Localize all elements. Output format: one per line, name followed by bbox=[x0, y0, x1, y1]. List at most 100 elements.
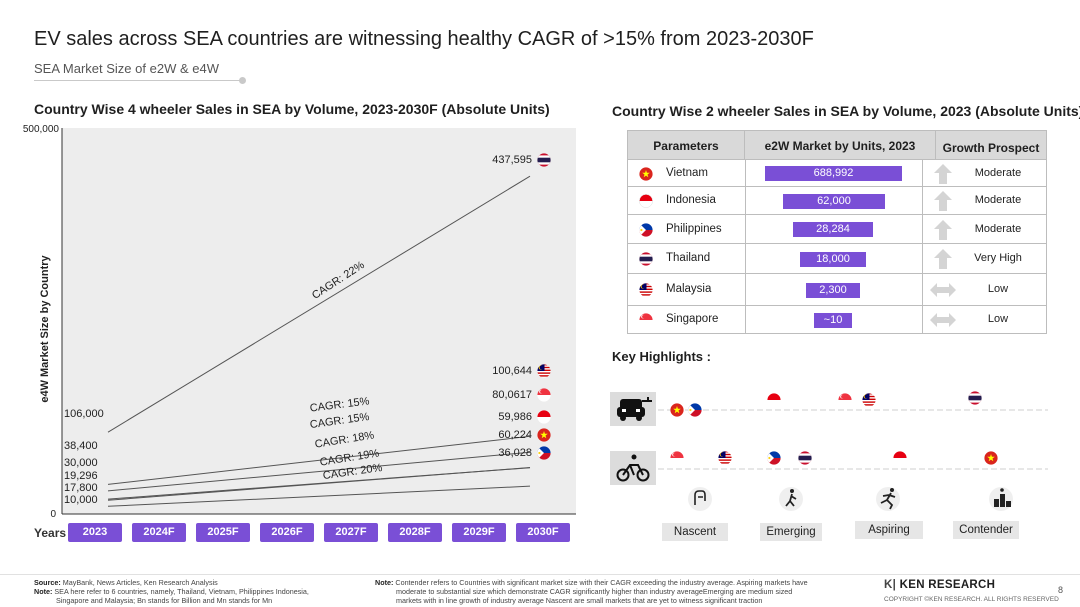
flag-indonesia-icon bbox=[639, 194, 653, 213]
bike-flag-thailand bbox=[798, 451, 812, 465]
table-row-indonesia: Indonesia 62,000 Moderate bbox=[627, 187, 1047, 215]
right-table-title: Country Wise 2 wheeler Sales in SEA by V… bbox=[612, 103, 1080, 119]
ken-research-logo: K| KEN RESEARCH bbox=[884, 579, 995, 591]
note1-label: Note: bbox=[34, 587, 53, 596]
e2w-table: Parameters e2W Market by Units, 2023 Gro… bbox=[627, 130, 1047, 334]
bike-flag-malaysia bbox=[718, 451, 732, 465]
x-tick-2025f: 2025F bbox=[196, 523, 250, 542]
market-value-bar: ~10 bbox=[814, 312, 852, 328]
note2-label: Note: bbox=[375, 578, 394, 587]
column-divider bbox=[745, 187, 746, 215]
subtitle-divider-dot bbox=[239, 77, 246, 84]
country-name: Malaysia bbox=[666, 283, 712, 295]
growth-prospect: Moderate bbox=[974, 166, 1022, 179]
left-chart-title: Country Wise 4 wheeler Sales in SEA by V… bbox=[34, 101, 550, 117]
x-tick-2029f: 2029F bbox=[452, 523, 506, 542]
source-label: Source: bbox=[34, 578, 61, 587]
tier-contender: Contender bbox=[953, 521, 1019, 539]
ev-car-icon bbox=[610, 392, 656, 426]
note2-line3: markets with in line growth of industry … bbox=[396, 596, 763, 605]
country-name: Singapore bbox=[666, 313, 719, 325]
x-tick-2026f: 2026F bbox=[260, 523, 314, 542]
column-divider bbox=[745, 274, 746, 306]
table-header-growth: Growth Prospect bbox=[935, 130, 1047, 160]
start-label-singapore: 30,000 bbox=[64, 457, 98, 469]
source-text: MayBank, News Articles, Ken Research Ana… bbox=[62, 578, 218, 587]
key-highlights-title: Key Highlights : bbox=[612, 349, 711, 364]
aspiring-icon bbox=[876, 487, 900, 511]
column-divider bbox=[745, 244, 746, 274]
car-flag-philippines bbox=[688, 403, 702, 417]
e4w-line-chart: 500,000 0 e4W Market Size by Country 106,0… bbox=[23, 124, 576, 520]
x-tick-2030f: 2030F bbox=[516, 523, 570, 542]
column-divider bbox=[745, 306, 746, 334]
market-value-bar: 2,300 bbox=[806, 282, 860, 298]
growth-prospect: Low bbox=[987, 313, 1009, 325]
growth-prospect: Low bbox=[987, 283, 1009, 295]
country-name: Thailand bbox=[666, 252, 711, 264]
growth-prospect: Moderate bbox=[974, 222, 1022, 235]
bike-flag-singapore bbox=[670, 451, 684, 465]
car-flag-malaysia bbox=[862, 393, 876, 407]
series-line-malaysia bbox=[107, 435, 531, 485]
start-label-philippines: 10,000 bbox=[64, 494, 98, 506]
country-name: Philippines bbox=[666, 222, 722, 235]
x-tick-2024f: 2024F bbox=[132, 523, 186, 542]
table-header-market: e2W Market by Units, 2023 bbox=[744, 130, 936, 160]
tier-emerging: Emerging bbox=[760, 523, 822, 541]
market-value-bar: 62,000 bbox=[783, 193, 885, 209]
y-tick-zero: 0 bbox=[50, 509, 56, 520]
start-label-malaysia: 38,400 bbox=[64, 440, 98, 452]
growth-prospect: Moderate bbox=[974, 194, 1022, 206]
table-header-parameters: Parameters bbox=[627, 130, 745, 160]
arrow-up-icon bbox=[934, 191, 952, 216]
nascent-icon bbox=[688, 487, 712, 511]
column-divider bbox=[922, 215, 923, 244]
table-row-thailand: Thailand 18,000 Very High bbox=[627, 244, 1047, 274]
start-label-vietnam: 17,800 bbox=[64, 482, 98, 494]
contender-icon bbox=[989, 487, 1013, 511]
table-row-philippines: Philippines 28,284 Moderate bbox=[627, 215, 1047, 244]
end-label-vietnam: 60,224 bbox=[498, 429, 532, 441]
market-value-bar: 18,000 bbox=[800, 251, 866, 267]
column-divider bbox=[922, 187, 923, 215]
car-flag-singapore bbox=[838, 393, 852, 407]
column-divider bbox=[922, 306, 923, 334]
note1-line2: Singapore and Malaysia; Bn stands for Bi… bbox=[56, 596, 273, 605]
subtitle-divider bbox=[34, 80, 240, 81]
arrow-left-right-icon bbox=[930, 283, 956, 302]
growth-prospect: Very High bbox=[974, 252, 1022, 264]
country-name: Indonesia bbox=[666, 194, 716, 206]
end-label-thailand: 437,595 bbox=[492, 154, 532, 166]
page-number: 8 bbox=[1058, 585, 1064, 595]
footer-note: Note: Contender refers to Countries with… bbox=[375, 578, 855, 605]
x-axis-title: Years bbox=[34, 526, 67, 540]
note2-line2: moderate to substantial size which demon… bbox=[396, 587, 793, 596]
start-label-indonesia: 19,296 bbox=[64, 470, 98, 482]
arrow-up-icon bbox=[934, 249, 952, 274]
country-name: Vietnam bbox=[666, 166, 708, 179]
bike-flag-vietnam bbox=[984, 451, 998, 465]
column-divider bbox=[922, 244, 923, 274]
end-label-singapore: 80,0617 bbox=[492, 389, 532, 401]
table-row-malaysia: Malaysia 2,300 Low bbox=[627, 274, 1047, 306]
end-label-philippines: 36,028 bbox=[498, 447, 532, 459]
plot-area bbox=[62, 128, 576, 514]
ev-bike-icon bbox=[610, 451, 656, 485]
column-divider bbox=[745, 215, 746, 244]
series-line-vietnam bbox=[107, 467, 531, 501]
table-row-vietnam: Vietnam 688,992 Moderate bbox=[627, 160, 1047, 187]
footer-divider bbox=[0, 574, 1080, 575]
logo-mark-icon: K| bbox=[884, 579, 897, 591]
tier-nascent: Nascent bbox=[662, 523, 728, 541]
table-row-singapore: Singapore ~10 Low bbox=[627, 306, 1047, 334]
flag-vietnam-icon bbox=[639, 166, 653, 186]
tier-aspiring: Aspiring bbox=[855, 521, 923, 539]
arrow-up-icon bbox=[934, 163, 952, 189]
y-tick-max: 500,000 bbox=[23, 124, 60, 135]
column-divider bbox=[745, 160, 746, 187]
flag-malaysia-icon bbox=[639, 283, 653, 302]
flag-singapore-icon bbox=[639, 313, 653, 332]
bike-flag-philippines bbox=[767, 451, 781, 465]
note2-line1: Contender refers to Countries with signi… bbox=[395, 578, 808, 587]
